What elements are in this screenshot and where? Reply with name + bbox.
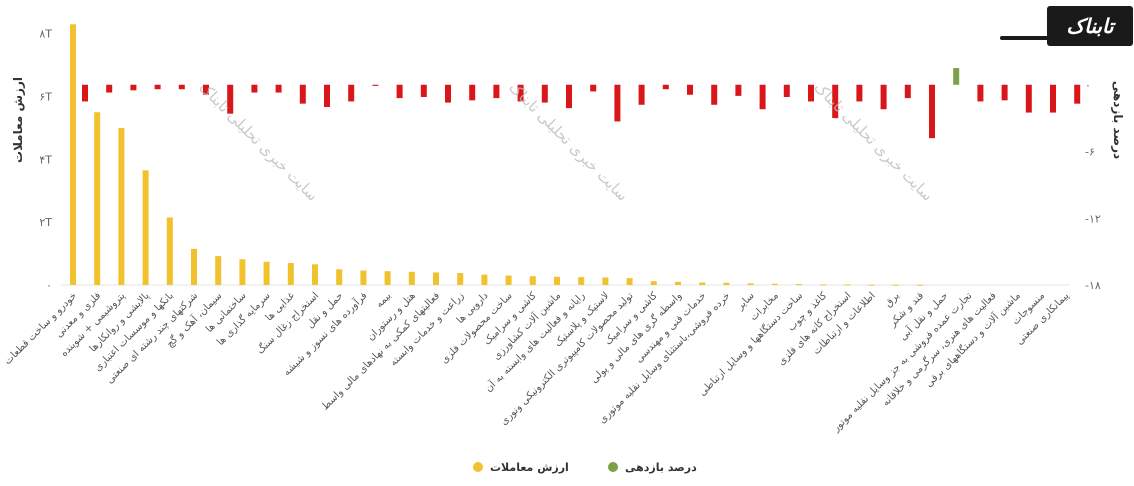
return-bar	[251, 84, 258, 93]
return-bar	[1025, 84, 1032, 113]
value-bar	[554, 276, 560, 285]
value-bar	[771, 283, 778, 285]
return-bar	[517, 84, 524, 102]
value-bar	[142, 170, 149, 285]
return-bar	[493, 84, 500, 99]
value-bar	[675, 281, 681, 285]
return-bar	[904, 84, 911, 99]
watermark: سایت خبری تحلیلی تابناک	[810, 78, 936, 204]
value-bar	[578, 277, 585, 285]
value-bar	[723, 282, 730, 285]
return-bar	[590, 84, 597, 92]
return-bar	[711, 84, 718, 105]
legend-label: ارزش معاملات	[490, 461, 569, 474]
value-bar	[699, 282, 706, 285]
value-bar	[239, 259, 246, 285]
return-bar	[82, 84, 88, 102]
return-bar	[638, 84, 645, 105]
value-bar	[457, 273, 464, 285]
return-bar	[130, 84, 137, 91]
return-bar	[227, 84, 234, 114]
value-bar	[263, 261, 270, 285]
value-bar	[747, 283, 754, 285]
value-bar	[384, 271, 391, 285]
return-bar	[203, 84, 209, 95]
return-bar	[275, 84, 282, 93]
left-tick-label: ۸T	[39, 28, 52, 41]
value-bar	[892, 284, 899, 286]
value-bar	[191, 248, 197, 285]
legend-label: درصد بازدهی	[625, 461, 697, 474]
return-bar	[154, 84, 161, 90]
return-bar	[808, 84, 814, 102]
value-bar	[626, 278, 633, 285]
left-tick-label: ۰	[46, 279, 52, 292]
return-bar	[178, 84, 185, 90]
legend-marker	[473, 462, 483, 472]
value-bar	[70, 24, 76, 286]
return-bar	[880, 84, 887, 110]
return-bar	[929, 84, 935, 139]
return-bar	[469, 84, 476, 101]
value-bar	[215, 256, 222, 285]
value-bar	[796, 284, 802, 286]
return-bar	[445, 84, 451, 103]
left-tick-label: ۶T	[39, 91, 52, 104]
return-bar	[420, 84, 427, 97]
return-bar	[1001, 84, 1008, 101]
return-bar	[299, 84, 306, 104]
value-bar	[481, 274, 488, 285]
return-bar	[662, 84, 669, 90]
return-bar	[1074, 84, 1081, 104]
return-bar	[977, 84, 984, 102]
value-bar	[505, 275, 512, 285]
value-bar	[602, 277, 609, 285]
value-bar	[336, 269, 343, 285]
value-bar	[166, 217, 173, 285]
value-bar	[360, 270, 367, 285]
left-axis-title: ارزش معاملات	[11, 77, 25, 163]
left-tick-label: ۲T	[39, 216, 52, 229]
return-bar	[324, 84, 330, 107]
right-tick-label: -۱۸	[1085, 279, 1101, 292]
right-tick-label: -۶	[1085, 146, 1095, 159]
value-bar	[287, 263, 294, 285]
legend-marker	[608, 462, 618, 472]
return-bar	[783, 84, 790, 97]
value-bar	[529, 276, 536, 285]
return-bar	[856, 84, 863, 102]
return-bar	[106, 84, 113, 93]
site-logo: تابناک	[1047, 6, 1133, 46]
value-bar	[118, 127, 125, 285]
category-label: بیمه	[374, 290, 394, 310]
right-axis-title: درصد بازدهی	[1111, 81, 1125, 159]
return-bar	[541, 84, 548, 103]
value-bar	[408, 271, 415, 285]
logo-tail	[1000, 36, 1060, 40]
return-bar	[953, 68, 960, 85]
left-tick-label: ۴T	[39, 153, 52, 166]
return-bar	[759, 84, 766, 110]
return-bar	[372, 84, 379, 86]
value-bar	[868, 284, 875, 286]
return-bar	[566, 84, 572, 109]
value-bar	[650, 281, 657, 285]
right-tick-label: ۰	[1085, 79, 1091, 92]
return-bar	[1050, 84, 1056, 113]
return-bar	[348, 84, 355, 102]
value-bar	[844, 284, 851, 286]
value-bar	[94, 112, 101, 285]
value-bar	[820, 284, 827, 286]
return-bar	[396, 84, 403, 99]
return-bar	[687, 84, 693, 95]
value-bar	[433, 272, 439, 285]
return-bar	[832, 84, 839, 119]
category-label: برق	[883, 290, 902, 309]
return-bar	[735, 84, 742, 96]
value-bar	[917, 284, 923, 286]
return-bar	[614, 84, 621, 122]
right-tick-label: -۱۲	[1085, 212, 1101, 225]
value-bar	[312, 264, 318, 285]
